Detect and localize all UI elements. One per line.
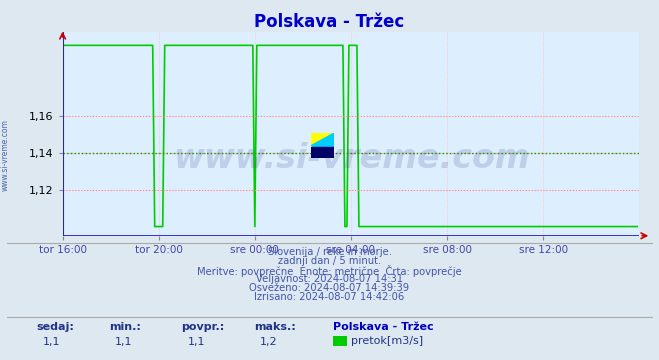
Text: Polskava - Tržec: Polskava - Tržec xyxy=(254,13,405,31)
Polygon shape xyxy=(311,133,334,158)
Text: 1,2: 1,2 xyxy=(260,337,278,347)
Text: Izrisano: 2024-08-07 14:42:06: Izrisano: 2024-08-07 14:42:06 xyxy=(254,292,405,302)
Text: povpr.:: povpr.: xyxy=(181,322,225,332)
Text: maks.:: maks.: xyxy=(254,322,295,332)
Text: 1,1: 1,1 xyxy=(43,337,61,347)
Text: zadnji dan / 5 minut.: zadnji dan / 5 minut. xyxy=(278,256,381,266)
Text: Slovenija / reke in morje.: Slovenija / reke in morje. xyxy=(268,247,391,257)
Text: 1,1: 1,1 xyxy=(115,337,133,347)
Text: 1,1: 1,1 xyxy=(188,337,206,347)
Text: pretok[m3/s]: pretok[m3/s] xyxy=(351,336,423,346)
Polygon shape xyxy=(311,147,334,158)
Text: sedaj:: sedaj: xyxy=(36,322,74,332)
Text: Osveženo: 2024-08-07 14:39:39: Osveženo: 2024-08-07 14:39:39 xyxy=(250,283,409,293)
Text: min.:: min.: xyxy=(109,322,140,332)
Text: Polskava - Tržec: Polskava - Tržec xyxy=(333,322,434,332)
Text: Veljavnost: 2024-08-07 14:31: Veljavnost: 2024-08-07 14:31 xyxy=(256,274,403,284)
Polygon shape xyxy=(311,133,334,145)
Text: www.si-vreme.com: www.si-vreme.com xyxy=(1,119,10,191)
Text: Meritve: povprečne  Enote: metrične  Črta: povprečje: Meritve: povprečne Enote: metrične Črta:… xyxy=(197,265,462,276)
Text: www.si-vreme.com: www.si-vreme.com xyxy=(173,142,529,175)
